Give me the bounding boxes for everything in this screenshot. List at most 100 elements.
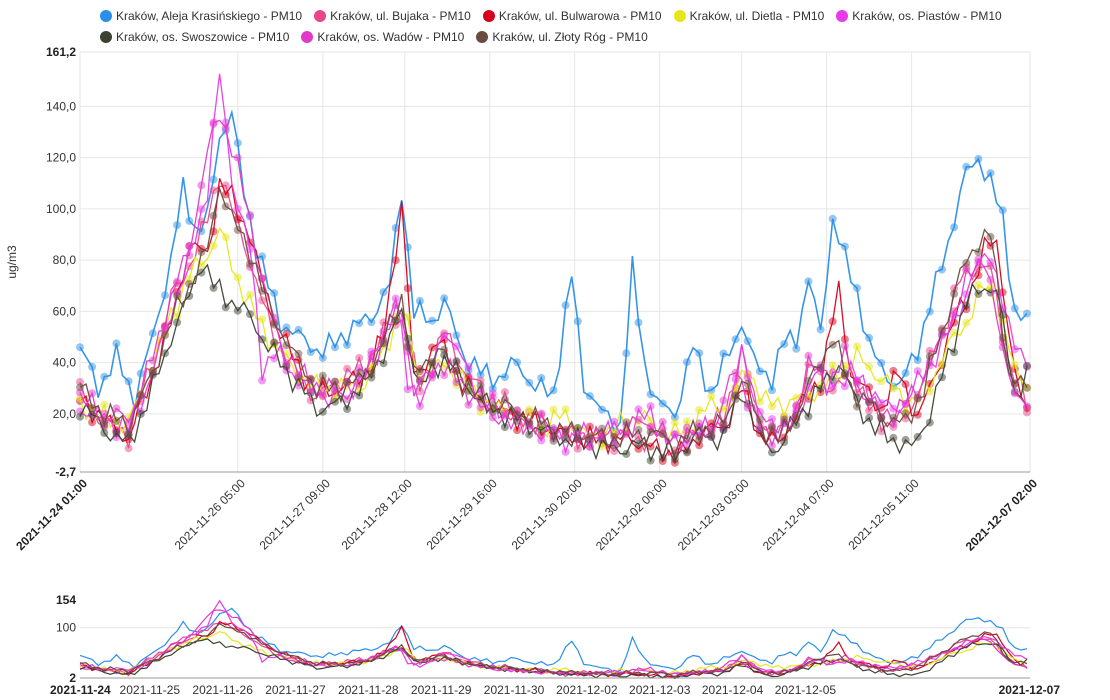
data-point — [974, 281, 983, 289]
data-point — [828, 317, 837, 326]
data-point — [561, 427, 570, 436]
data-point — [100, 400, 109, 409]
data-point — [270, 320, 279, 329]
nav-series-line — [79, 622, 1028, 678]
data-point — [452, 342, 461, 351]
data-point — [500, 373, 509, 382]
data-point — [282, 341, 291, 350]
data-point — [258, 315, 267, 324]
data-point — [525, 378, 534, 387]
data-point — [415, 402, 424, 411]
data-point — [246, 211, 254, 219]
data-point — [901, 435, 910, 444]
data-point — [561, 447, 570, 456]
legend-item-krakow-ul-bujaka-pm10[interactable]: Kraków, ul. Bujaka - PM10 — [314, 6, 471, 26]
series-line — [79, 178, 1028, 465]
data-point — [938, 326, 946, 335]
y-tick-label: 140,0 — [46, 99, 76, 113]
nav-x-tick-label: 2021-12-07 — [999, 683, 1061, 697]
data-point — [743, 379, 752, 388]
data-point — [294, 325, 303, 334]
data-point — [209, 283, 218, 292]
data-point — [367, 370, 376, 378]
data-point — [768, 448, 776, 457]
data-point — [440, 345, 449, 354]
data-point — [683, 358, 691, 367]
legend-item-krakow-ul-bulwarowa-pm10[interactable]: Kraków, ul. Bulwarowa - PM10 — [482, 6, 662, 26]
data-point — [962, 162, 971, 171]
data-point — [161, 291, 169, 300]
nav-x-tick-label: 2021-11-30 — [484, 683, 545, 697]
data-point — [464, 378, 473, 387]
data-point — [670, 429, 679, 438]
data-point — [962, 266, 971, 275]
data-point — [573, 444, 582, 453]
data-point — [695, 405, 704, 414]
y-tick-label: -2,7 — [55, 465, 76, 479]
data-point — [500, 395, 509, 404]
data-point — [318, 407, 327, 416]
data-point — [804, 412, 813, 421]
legend-item-krakow-aleja-krasinskiego-pm10[interactable]: Kraków, Aleja Krasińskiego - PM10 — [100, 6, 302, 26]
data-point — [318, 371, 327, 380]
data-point — [573, 434, 582, 443]
data-point — [938, 373, 946, 382]
data-point — [270, 289, 279, 298]
data-point — [561, 301, 570, 310]
data-point — [889, 366, 898, 375]
legend-item-krakow-os-wadow-pm10[interactable]: Kraków, os. Wadów - PM10 — [301, 27, 464, 47]
data-point — [537, 436, 546, 445]
legend-item-krakow-os-swoszowice-pm10[interactable]: Kraków, os. Swoszowice - PM10 — [100, 27, 289, 47]
data-point — [306, 348, 315, 356]
x-tick-label: 2021-12-07 02:00 — [963, 476, 1041, 554]
data-point — [343, 364, 352, 373]
data-point — [537, 426, 546, 435]
data-point — [1010, 304, 1019, 313]
data-point — [840, 382, 849, 391]
data-point — [585, 392, 594, 401]
data-point — [889, 404, 898, 413]
data-point — [658, 429, 667, 438]
data-point — [610, 447, 619, 456]
legend-item-krakow-ul-zloty-rog-pm10[interactable]: Kraków, ul. Złoty Róg - PM10 — [476, 27, 648, 47]
legend-item-krakow-os-piastow-pm10[interactable]: Kraków, os. Piastów - PM10 — [836, 6, 1002, 26]
data-point — [428, 359, 437, 368]
data-point — [173, 221, 182, 230]
data-point — [974, 289, 983, 298]
data-point — [877, 377, 886, 386]
data-point — [391, 301, 400, 310]
data-point — [88, 362, 97, 371]
data-point — [658, 399, 667, 408]
data-point — [768, 423, 776, 432]
series-krakow-aleja-krasinskiego-pm10 — [76, 109, 1031, 436]
data-point — [258, 286, 267, 295]
data-point — [561, 435, 570, 443]
data-point — [403, 243, 412, 252]
series-krakow-ul-zloty-rog-pm10 — [76, 186, 1031, 460]
data-point — [173, 292, 182, 300]
data-point — [585, 432, 594, 441]
data-point — [233, 306, 242, 315]
data-point — [658, 417, 667, 426]
data-point — [816, 325, 825, 334]
data-point — [865, 413, 874, 422]
y-tick-label: 80,0 — [53, 253, 77, 267]
data-point — [950, 307, 959, 316]
legend-item-krakow-ul-dietla-pm10[interactable]: Kraków, ul. Dietla - PM10 — [673, 6, 825, 26]
data-point — [343, 378, 352, 387]
data-point — [925, 361, 934, 370]
data-point — [1023, 402, 1031, 411]
data-point — [197, 227, 206, 236]
data-point — [865, 398, 874, 407]
data-point — [161, 331, 169, 340]
legend-swatch — [314, 10, 327, 22]
legend-label: Kraków, ul. Dietla - PM10 — [689, 9, 825, 23]
data-point — [331, 397, 339, 406]
data-point — [367, 354, 376, 363]
data-point — [355, 319, 364, 328]
data-point — [913, 356, 922, 364]
data-point — [792, 420, 801, 429]
data-point — [646, 442, 655, 451]
data-point — [950, 348, 959, 357]
